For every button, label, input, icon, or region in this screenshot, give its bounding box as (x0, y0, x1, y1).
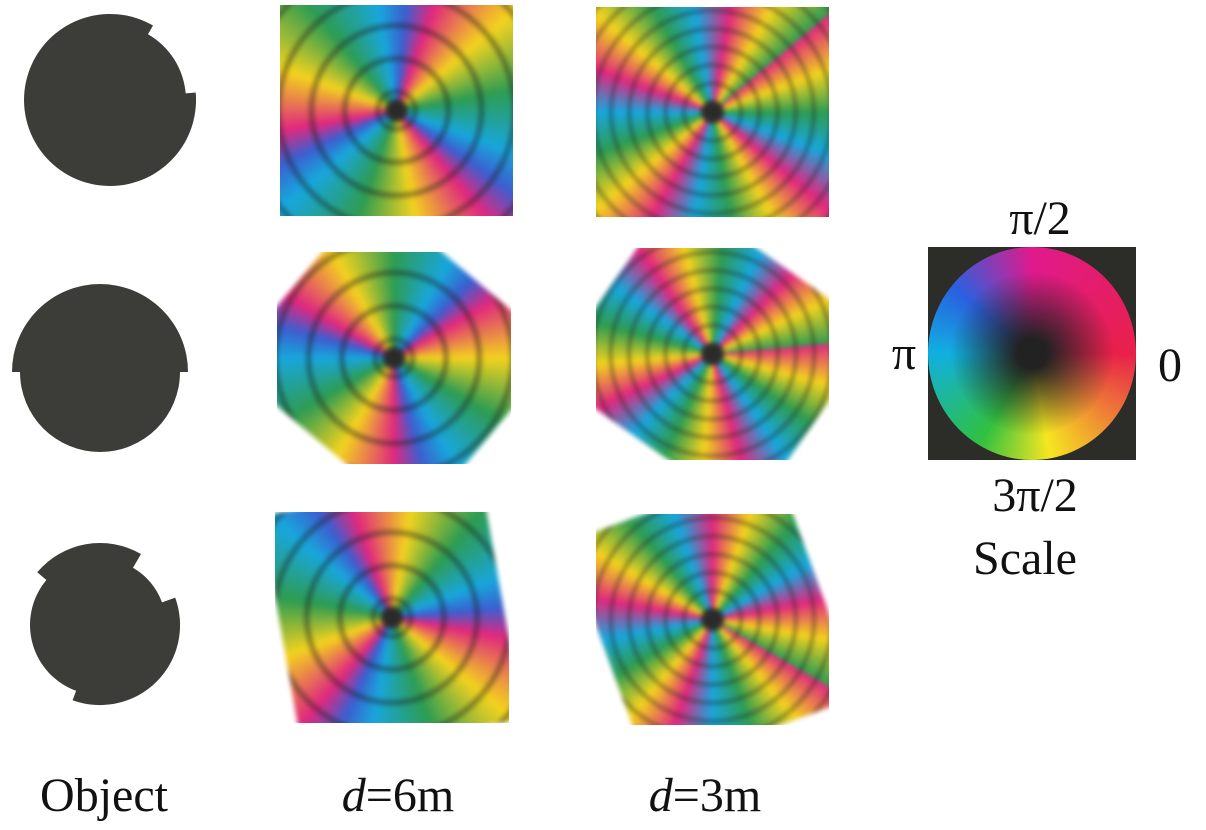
phase-image (596, 248, 829, 460)
phase-image (275, 512, 509, 723)
column-label: d=3m (649, 772, 761, 820)
variable: d (341, 769, 366, 822)
objects (12, 13, 197, 706)
scale-bottom: 3π/2 (992, 469, 1078, 522)
object-shape (24, 13, 197, 186)
column-label: d=6m (342, 772, 454, 820)
scale-title: Scale (973, 532, 1077, 585)
phase-image (280, 5, 513, 216)
scale-top: π/2 (1009, 192, 1071, 245)
variable: d (648, 769, 673, 822)
value: =6m (365, 769, 455, 822)
scale-left: π (891, 327, 917, 380)
object-shape (30, 543, 181, 706)
column-label: Object (40, 769, 168, 822)
phase-image (277, 252, 511, 464)
phase-image (596, 514, 829, 725)
phase-scale (928, 247, 1136, 460)
scale-right: 0 (1158, 339, 1182, 392)
phase-image (596, 7, 829, 217)
object-shape (12, 284, 188, 452)
value: =3m (672, 769, 762, 822)
